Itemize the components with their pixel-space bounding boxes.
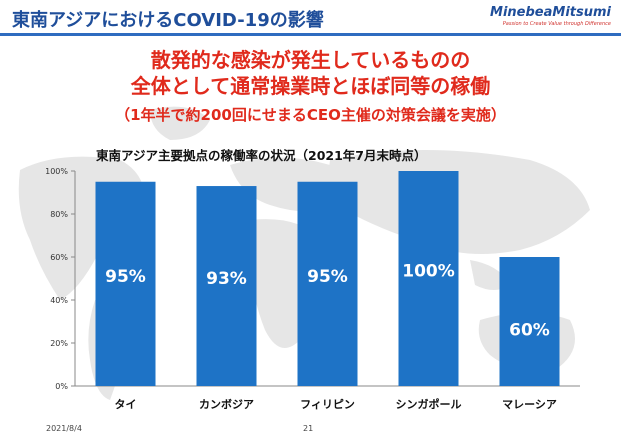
bar <box>95 181 156 386</box>
y-tick-label: 20% <box>50 339 68 348</box>
headline-line-2: 全体として通常操業時とほぼ同等の稼働 <box>130 74 491 98</box>
bar-data-label: 95% <box>307 267 348 287</box>
y-tick-label: 60% <box>50 253 68 262</box>
footer-date: 2021/8/4 <box>46 424 82 433</box>
category-label: タイ <box>115 398 137 411</box>
header-divider <box>0 33 621 36</box>
headline-note: （1年半で約200回にせまるCEO主催の対策会議を実施） <box>115 106 506 124</box>
page-title: 東南アジアにおけるCOVID-19の影響 <box>12 10 324 31</box>
y-tick-label: 80% <box>50 210 68 219</box>
category-label: シンガポール <box>396 397 462 411</box>
bar <box>398 171 459 386</box>
bar-data-label: 93% <box>206 269 247 289</box>
chart-title: 東南アジア主要拠点の稼働率の状況（2021年7月末時点） <box>96 148 427 163</box>
company-logo: MinebeaMitsumi Passion to Create Value t… <box>490 5 611 27</box>
y-tick-label: 40% <box>50 296 68 305</box>
y-tick-label: 0% <box>55 382 68 391</box>
category-label: フィリピン <box>300 398 355 411</box>
headline-line-1: 散発的な感染が発生しているものの <box>150 48 471 72</box>
page-number: 21 <box>303 424 314 433</box>
bar-data-label: 60% <box>509 321 550 341</box>
logo-text: MinebeaMitsumi <box>490 5 611 20</box>
logo-tagline: Passion to Create Value through Differen… <box>502 21 611 27</box>
bar-data-label: 95% <box>105 267 146 287</box>
bar <box>196 186 257 386</box>
bar-data-label: 100% <box>402 262 455 282</box>
bar <box>297 181 358 386</box>
category-label: マレーシア <box>502 398 557 411</box>
category-label: カンボジア <box>199 397 254 411</box>
y-tick-label: 100% <box>45 167 68 176</box>
bar <box>499 257 560 386</box>
